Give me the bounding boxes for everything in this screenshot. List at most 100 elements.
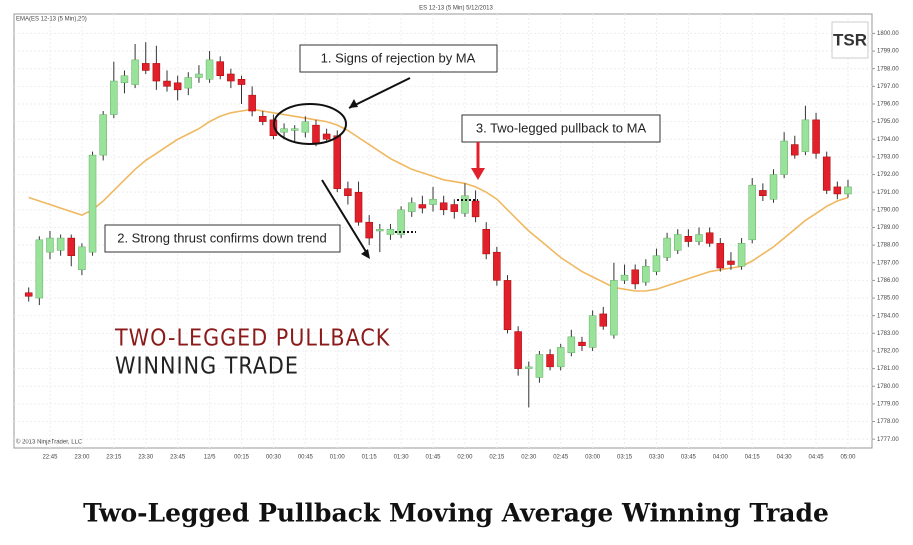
- y-tick-label: 1788.00: [877, 243, 899, 249]
- candle-body: [322, 133, 331, 140]
- candle-body: [376, 228, 384, 232]
- candle-body: [727, 260, 735, 265]
- x-tick-label: 01:45: [426, 455, 442, 461]
- candle-body: [567, 336, 576, 353]
- candle-body: [791, 144, 799, 156]
- candle-body: [227, 73, 235, 82]
- y-tick-label: 1798.00: [877, 66, 899, 72]
- candle-body: [801, 119, 810, 152]
- y-tick-label: 1783.00: [877, 331, 899, 337]
- x-tick-label: 04:15: [745, 455, 761, 461]
- candle-body: [546, 354, 554, 368]
- logo-box: [831, 21, 869, 59]
- candle-body: [705, 232, 714, 244]
- candle-body: [780, 140, 788, 175]
- y-tick-label: 1789.00: [877, 225, 899, 231]
- y-tick-label: 1779.00: [877, 401, 899, 407]
- y-tick-label: 1781.00: [877, 366, 899, 372]
- candle-body: [610, 280, 618, 336]
- candle-body: [503, 280, 512, 331]
- x-tick-label: 00:30: [266, 455, 282, 461]
- candle-body: [663, 237, 671, 258]
- x-tick-label: 12/5: [204, 455, 216, 461]
- copyright: © 2013 NinjaTrader, LLC: [16, 439, 83, 446]
- candle-body: [514, 331, 522, 369]
- candle-body: [588, 315, 597, 348]
- chart-title: ES 12-13 (5 Min) 5/12/2013: [419, 6, 493, 12]
- candle-body: [769, 174, 778, 200]
- candle-body: [205, 59, 214, 80]
- candle-body: [344, 188, 352, 196]
- candle-body: [67, 237, 76, 256]
- y-tick-label: 1787.00: [877, 260, 899, 266]
- candle-body: [99, 114, 107, 156]
- arrow: [348, 77, 411, 109]
- candle-body: [822, 156, 831, 191]
- x-tick-label: 02:45: [553, 455, 569, 461]
- candle-body: [173, 82, 182, 91]
- y-tick-label: 1800.00: [877, 31, 899, 37]
- candle-body: [237, 79, 246, 85]
- x-tick-label: 02:30: [521, 455, 537, 461]
- indicator-label: EMA(ES 12-13 (5 Min),20): [16, 17, 87, 23]
- candle-body: [642, 266, 650, 283]
- caption: Two-Legged Pullback Moving Average Winni…: [83, 499, 829, 528]
- candle-body: [141, 63, 150, 71]
- x-tick-label: 03:45: [681, 455, 697, 461]
- candle-body: [748, 184, 756, 241]
- candle-body: [407, 202, 416, 212]
- candle-body: [269, 119, 278, 136]
- candle-body: [482, 228, 490, 255]
- candle-body: [216, 61, 224, 76]
- highlight-ellipse: [273, 103, 347, 145]
- candle-body: [163, 80, 171, 87]
- y-tick-label: 1782.00: [877, 349, 899, 355]
- x-tick-label: 23:00: [74, 455, 90, 461]
- y-tick-label: 1784.00: [877, 313, 899, 319]
- candle-body: [471, 200, 480, 218]
- x-tick-label: 03:15: [617, 455, 633, 461]
- candle-body: [78, 246, 86, 271]
- candle-body: [631, 269, 639, 285]
- candle-body: [152, 63, 161, 82]
- headline: TWO-LEGGED PULLBACK: [114, 326, 390, 352]
- candle-body: [461, 195, 469, 214]
- candle-body: [354, 191, 363, 223]
- candle-body: [46, 237, 54, 253]
- x-tick-label: 04:00: [713, 455, 729, 461]
- candle-body: [88, 154, 97, 253]
- candle-body: [248, 94, 256, 112]
- candle-body: [759, 190, 767, 196]
- y-tick-label: 1778.00: [877, 419, 899, 425]
- candle-body: [120, 75, 129, 84]
- y-tick-label: 1786.00: [877, 278, 899, 284]
- candle-body: [812, 119, 820, 154]
- arrow-head: [349, 99, 358, 108]
- annotation-box: [104, 224, 341, 253]
- x-tick-label: 04:30: [777, 455, 793, 461]
- candle-body: [259, 116, 267, 122]
- candle-body: [56, 237, 65, 251]
- candle-body: [397, 209, 405, 235]
- candle-body: [599, 313, 608, 327]
- x-tick-label: 01:15: [362, 455, 378, 461]
- x-tick-label: 02:15: [489, 455, 505, 461]
- logo: TSR: [833, 30, 867, 49]
- x-tick-label: 23:45: [170, 455, 186, 461]
- annotation: 1. Signs of rejection by MA: [321, 50, 476, 65]
- headline: WINNING TRADE: [115, 354, 299, 380]
- y-tick-label: 1780.00: [877, 384, 899, 390]
- candle-body: [280, 128, 288, 133]
- candle-body: [429, 198, 437, 205]
- y-tick-label: 1790.00: [877, 207, 899, 213]
- candle-body: [652, 255, 661, 272]
- annotation: 3. Two-legged pullback to MA: [476, 120, 647, 135]
- x-tick-label: 02:00: [457, 455, 473, 461]
- candle-body: [301, 121, 310, 133]
- x-tick-label: 00:15: [234, 455, 250, 461]
- candle-body: [418, 204, 427, 209]
- arrow-head: [361, 249, 370, 259]
- y-tick-label: 1791.00: [877, 190, 899, 196]
- candle-body: [195, 73, 203, 78]
- x-tick-label: 23:30: [138, 455, 154, 461]
